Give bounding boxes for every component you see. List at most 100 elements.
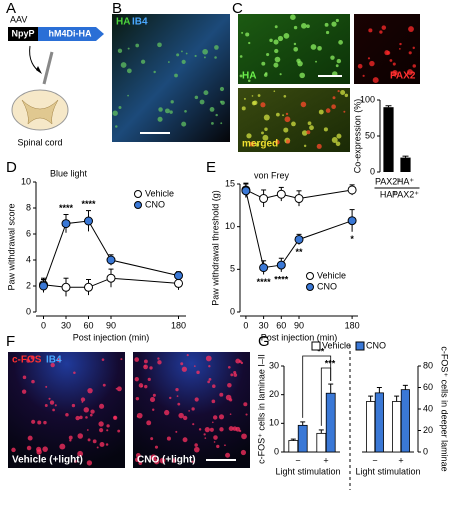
y-tick-label: 10 (225, 221, 235, 231)
cell (220, 122, 223, 125)
marker (241, 186, 251, 196)
cell (157, 116, 163, 122)
marker (276, 189, 286, 199)
cell (367, 57, 371, 60)
cell (285, 112, 289, 116)
cell (335, 64, 339, 68)
cell (309, 125, 314, 131)
cell (203, 90, 209, 96)
cell (152, 408, 155, 411)
cell (135, 396, 140, 401)
cell (87, 438, 91, 442)
cell (193, 365, 196, 367)
panel-label: A (6, 0, 16, 17)
cell (338, 40, 343, 45)
cell (274, 25, 278, 29)
cell (144, 365, 146, 367)
cell (143, 359, 148, 364)
stain-label: HA (116, 17, 130, 28)
cell (194, 95, 199, 100)
marker (294, 194, 304, 204)
cell (153, 458, 160, 465)
cell (303, 144, 307, 148)
cell (301, 130, 308, 136)
cell (86, 429, 89, 431)
cell (282, 114, 285, 117)
cell (180, 362, 184, 366)
cell (92, 439, 97, 444)
cell (344, 93, 349, 98)
cell (167, 61, 170, 63)
cell (331, 21, 337, 27)
cell (185, 52, 188, 55)
cell (170, 100, 174, 104)
cell (297, 60, 303, 67)
cell (138, 461, 143, 465)
cell (357, 63, 363, 69)
x-tick-label: 30 (61, 320, 71, 330)
cell (283, 33, 290, 39)
y-tick-label: 5 (230, 264, 235, 274)
cell (330, 55, 335, 60)
cell (112, 110, 118, 116)
cell (293, 47, 299, 52)
cell (293, 25, 298, 30)
cell (192, 423, 195, 426)
cell (43, 420, 47, 425)
cell (261, 61, 266, 66)
cell (213, 441, 216, 443)
cell (199, 99, 205, 105)
y-axis-label: Co-expression (%) (352, 99, 362, 174)
bar (297, 424, 308, 453)
cell (188, 410, 190, 412)
legend-marker (306, 272, 314, 280)
cell (90, 409, 95, 414)
stain-label: IB4 (46, 355, 62, 366)
micrograph-merged (238, 88, 350, 152)
marker (84, 282, 93, 292)
y-tick-label: 8 (26, 202, 31, 212)
cell (181, 366, 187, 372)
cell (399, 42, 402, 46)
cell (212, 415, 218, 420)
cell (336, 58, 342, 64)
y-axis-label: Paw withdrawal score (6, 203, 16, 290)
cell (274, 139, 280, 145)
cell (31, 419, 36, 424)
cell (301, 22, 307, 29)
y-tick-label: 0 (274, 446, 279, 456)
cell (291, 121, 296, 127)
cell (307, 121, 312, 126)
cell (369, 60, 375, 67)
cell (177, 402, 181, 406)
cell (283, 94, 287, 98)
cell (77, 433, 84, 439)
cell (99, 428, 104, 433)
cell (143, 364, 148, 370)
cell (299, 72, 306, 79)
cell (248, 41, 251, 45)
cell (398, 48, 401, 50)
cell (134, 377, 139, 382)
cell (85, 416, 88, 419)
cell (211, 121, 214, 125)
cell (323, 127, 328, 132)
cell (239, 74, 243, 78)
vector-label: AAV (10, 14, 27, 24)
cell (77, 450, 84, 457)
cell (208, 365, 211, 368)
x-tick-label: − (295, 455, 300, 465)
cell (273, 90, 276, 93)
cell (73, 371, 76, 375)
cell (186, 354, 189, 357)
cell (150, 454, 157, 461)
cell (27, 435, 33, 441)
bar (366, 401, 376, 453)
marker (347, 185, 357, 195)
cell (211, 421, 214, 424)
construct-arrow (38, 27, 104, 41)
cell (269, 38, 273, 43)
bar (383, 107, 394, 172)
significance: **** (59, 203, 74, 213)
y-tick-label: 15 (225, 178, 235, 188)
